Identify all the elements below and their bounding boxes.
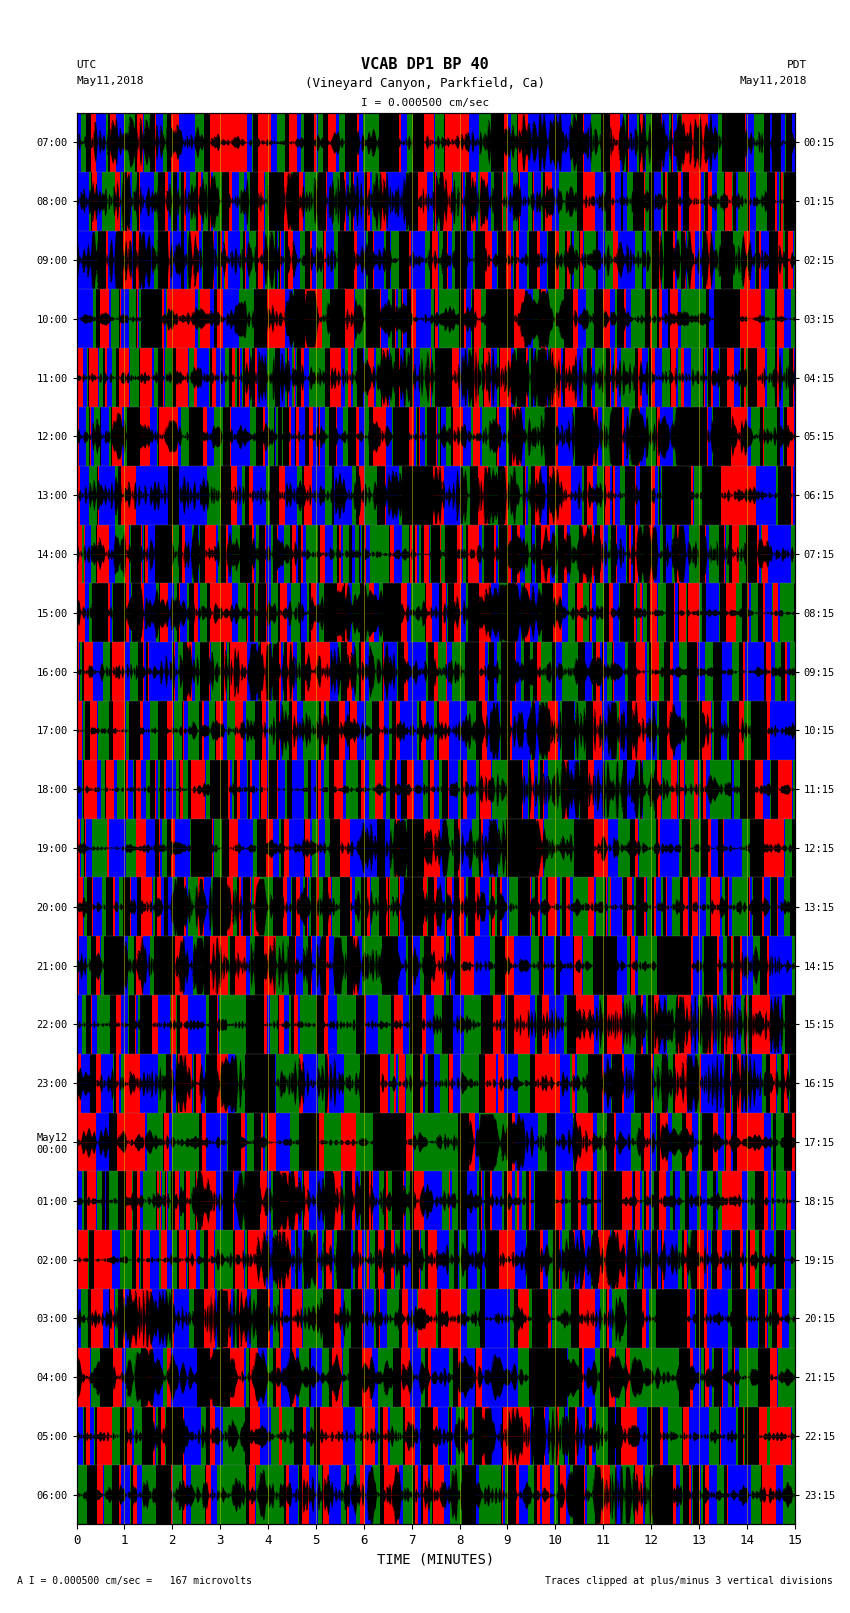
Text: May11,2018: May11,2018 — [76, 76, 144, 85]
Text: A I = 0.000500 cm/sec =   167 microvolts: A I = 0.000500 cm/sec = 167 microvolts — [17, 1576, 252, 1586]
X-axis label: TIME (MINUTES): TIME (MINUTES) — [377, 1553, 494, 1566]
Text: I = 0.000500 cm/sec: I = 0.000500 cm/sec — [361, 98, 489, 108]
Text: UTC: UTC — [76, 60, 97, 69]
Text: VCAB DP1 BP 40: VCAB DP1 BP 40 — [361, 56, 489, 73]
Text: (Vineyard Canyon, Parkfield, Ca): (Vineyard Canyon, Parkfield, Ca) — [305, 77, 545, 90]
Text: PDT: PDT — [787, 60, 808, 69]
Text: Traces clipped at plus/minus 3 vertical divisions: Traces clipped at plus/minus 3 vertical … — [545, 1576, 833, 1586]
Text: May11,2018: May11,2018 — [740, 76, 808, 85]
